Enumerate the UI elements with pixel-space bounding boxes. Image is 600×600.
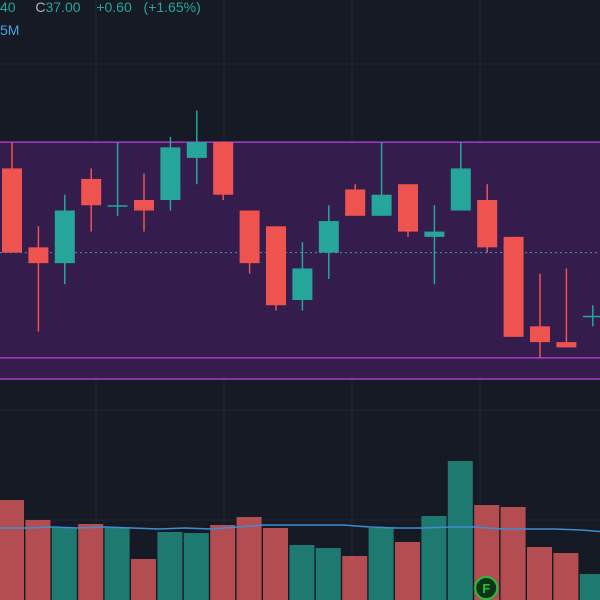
candle-body bbox=[28, 247, 49, 264]
candle bbox=[424, 205, 445, 285]
volume-bar bbox=[104, 528, 130, 600]
volume-bar bbox=[51, 528, 77, 600]
volume-bar bbox=[236, 517, 262, 600]
volume-bar bbox=[25, 520, 51, 600]
candle bbox=[398, 184, 418, 237]
volume-bar bbox=[289, 545, 315, 600]
volume-bar bbox=[553, 553, 579, 600]
volume-bar bbox=[0, 500, 24, 600]
candle-body bbox=[345, 189, 366, 216]
candle-body bbox=[81, 178, 102, 206]
volume-bar bbox=[157, 532, 183, 600]
volume-bar bbox=[395, 542, 420, 600]
candle bbox=[266, 226, 286, 311]
change-value: +0.60 bbox=[96, 0, 132, 15]
volume-bar bbox=[579, 574, 600, 600]
volume-bar bbox=[500, 507, 526, 600]
candle bbox=[450, 142, 471, 211]
candle-body bbox=[239, 210, 260, 264]
volume-bar bbox=[183, 533, 209, 600]
candle bbox=[213, 142, 234, 200]
candle bbox=[371, 142, 392, 216]
candle bbox=[2, 142, 22, 253]
candle bbox=[81, 168, 102, 232]
candle-body bbox=[54, 210, 75, 264]
candle-body bbox=[503, 236, 524, 337]
volume-legend: 5M bbox=[0, 22, 19, 38]
close-label: C bbox=[35, 0, 46, 15]
candle-body bbox=[424, 231, 445, 237]
candles bbox=[2, 110, 600, 358]
candle-body bbox=[134, 200, 154, 211]
event-marker-label: F bbox=[482, 581, 490, 596]
candle-body bbox=[160, 147, 181, 200]
candle bbox=[530, 273, 550, 358]
candle bbox=[107, 142, 128, 216]
candle-body bbox=[450, 168, 471, 211]
open-value-tail: 40 bbox=[0, 0, 16, 15]
candle bbox=[556, 268, 577, 348]
volume-bar bbox=[368, 528, 394, 600]
volume-bar bbox=[315, 548, 341, 600]
volume-moving-average bbox=[0, 524, 600, 533]
candle-body bbox=[266, 226, 286, 306]
candle-body bbox=[292, 268, 313, 300]
candle bbox=[54, 194, 75, 285]
close-value: 37.00 bbox=[45, 0, 81, 15]
candle-body bbox=[213, 142, 234, 195]
candle bbox=[134, 173, 154, 232]
candle-body bbox=[398, 184, 418, 232]
candle bbox=[160, 136, 181, 211]
event-marker[interactable]: F bbox=[474, 576, 499, 600]
candle bbox=[318, 205, 339, 279]
candle bbox=[28, 226, 49, 332]
candle-body bbox=[371, 194, 392, 216]
candle-body bbox=[2, 168, 22, 253]
volume-value-tail: 5M bbox=[0, 22, 20, 38]
candle-body bbox=[107, 205, 128, 207]
volume-bar bbox=[421, 516, 447, 600]
volume-bar bbox=[342, 556, 368, 600]
candle-body bbox=[556, 342, 577, 348]
candle bbox=[503, 236, 524, 337]
candle bbox=[477, 184, 498, 253]
candle-body bbox=[186, 142, 207, 158]
candle bbox=[292, 242, 313, 311]
volume-bar bbox=[78, 524, 104, 600]
volume-bar bbox=[447, 461, 473, 600]
candle bbox=[239, 210, 260, 274]
volume-bar bbox=[131, 559, 156, 600]
candle bbox=[582, 305, 600, 327]
ohlc-legend: 40 C37.00 +0.60 (+1.65%) bbox=[0, 0, 201, 15]
volume-bar bbox=[210, 525, 236, 600]
volume-bar bbox=[527, 547, 552, 600]
candle-body bbox=[582, 315, 600, 318]
candle-body bbox=[530, 326, 550, 343]
volume-bar bbox=[263, 528, 288, 600]
candle bbox=[345, 184, 366, 216]
candle-body bbox=[318, 221, 339, 253]
candle bbox=[186, 110, 207, 185]
volume-bars bbox=[0, 461, 600, 600]
candle-body bbox=[477, 200, 498, 248]
change-percent: (+1.65%) bbox=[143, 0, 201, 15]
volume-ma-line bbox=[0, 524, 600, 533]
event-marker-circle[interactable] bbox=[474, 576, 499, 600]
